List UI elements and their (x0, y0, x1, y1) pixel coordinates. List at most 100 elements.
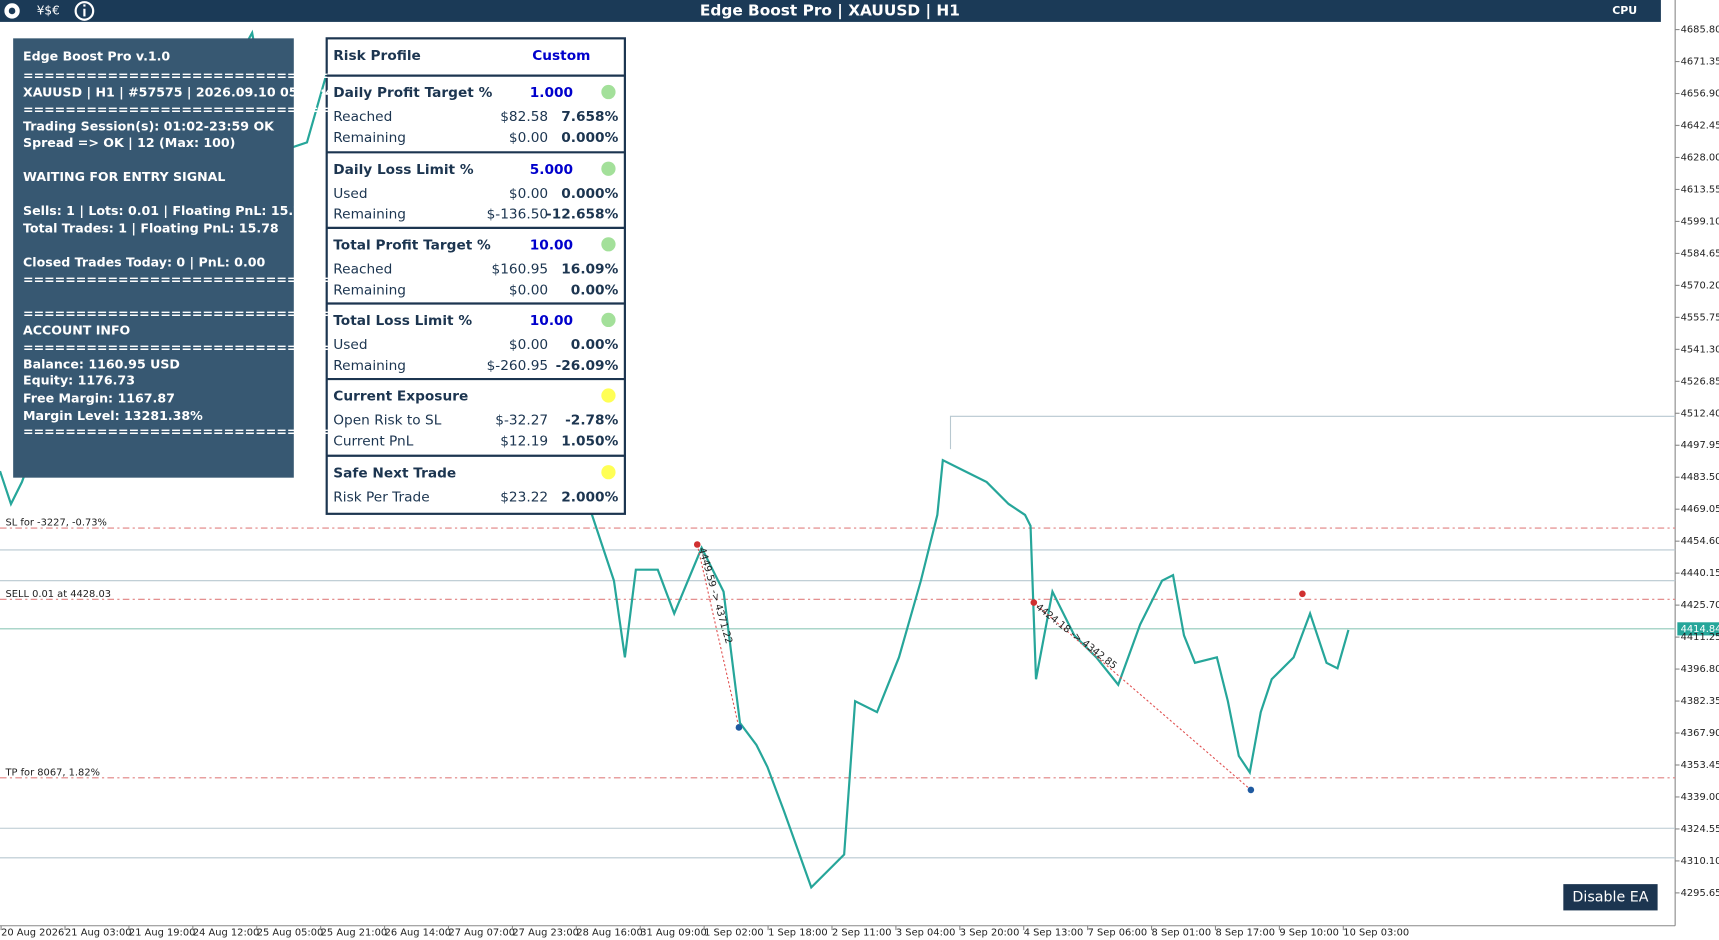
row-label: Risk Per Trade (333, 489, 429, 505)
settings-icon[interactable] (4, 3, 20, 19)
row-percent: 0.000% (561, 130, 618, 146)
price-label: 4353.45 (1681, 760, 1719, 771)
time-label: 7 Sep 06:00 (1088, 927, 1148, 938)
exit-marker (1247, 786, 1255, 794)
info-line: Margin Level: 13281.38% (23, 408, 203, 423)
price-label: 4671.35 (1681, 57, 1719, 68)
price-label: 4324.55 (1681, 824, 1719, 835)
button-bg[interactable] (1563, 884, 1658, 911)
time-label: 27 Aug 23:00 (512, 927, 579, 938)
row-label: Remaining (333, 130, 406, 146)
row-amount: $0.00 (509, 130, 548, 146)
section-title: Daily Loss Limit % (333, 162, 474, 178)
top-bar (0, 0, 1661, 22)
disable-ea-button[interactable]: Disable EA (1563, 884, 1658, 911)
level-label: SL for -3227, -0.73% (5, 518, 106, 529)
row-amount: $0.00 (509, 282, 548, 298)
section-title: Safe Next Trade (333, 465, 456, 481)
exit-marker (735, 724, 743, 731)
row-amount: $82.58 (500, 109, 548, 125)
status-indicator (601, 388, 616, 403)
section-title: Total Profit Target % (333, 237, 491, 253)
info-line: Edge Boost Pro v.1.0 (23, 48, 170, 63)
row-percent: 7.658% (561, 109, 618, 125)
price-label: 4526.85 (1681, 376, 1719, 387)
price-label: 4628.00 (1681, 152, 1719, 163)
row-amount: $12.19 (500, 434, 548, 450)
price-label: 4469.05 (1681, 504, 1719, 515)
time-label: 3 Sep 04:00 (896, 927, 956, 938)
info-line: ============================== (23, 272, 340, 287)
time-label: 25 Aug 21:00 (321, 927, 388, 938)
row-amount: $160.95 (492, 262, 549, 278)
time-label: 31 Aug 09:00 (640, 927, 707, 938)
row-percent: -12.658% (546, 207, 619, 223)
trade-line (696, 544, 740, 728)
info-line: WAITING FOR ENTRY SIGNAL (23, 169, 225, 184)
price-label: 4440.15 (1681, 568, 1719, 579)
time-label: 8 Sep 01:00 (1152, 927, 1212, 938)
price-label: 4425.70 (1681, 600, 1719, 611)
status-indicator (601, 84, 616, 100)
risk-panel (325, 37, 626, 515)
level-label: SELL 0.01 at 4428.03 (5, 589, 111, 600)
row-percent: -26.09% (556, 358, 619, 374)
row-amount: $0.00 (509, 337, 548, 353)
risk-profile: Custom (532, 48, 590, 64)
section-value: 5.000 (530, 162, 573, 178)
time-label: 2 Sep 11:00 (832, 927, 892, 938)
time-label: 28 Aug 16:00 (576, 927, 643, 938)
time-label: 4 Sep 13:00 (1024, 927, 1084, 938)
status-indicator (601, 465, 616, 480)
time-label: 1 Sep 02:00 (704, 927, 764, 938)
row-label: Remaining (333, 358, 406, 374)
time-label: 8 Sep 17:00 (1215, 927, 1275, 938)
price-label: 4685.80 (1681, 25, 1719, 36)
window-title: Edge Boost Pro | XAUUSD | H1 (700, 1, 960, 20)
price-label: 4339.00 (1681, 792, 1719, 803)
row-percent: 16.09% (561, 262, 618, 278)
price-label: 4483.50 (1681, 472, 1719, 483)
price-label: 4497.95 (1681, 440, 1719, 451)
info-line: ============================== (23, 102, 340, 117)
row-label: Remaining (333, 207, 406, 223)
time-label: 24 Aug 12:00 (193, 927, 260, 938)
row-percent: -2.78% (565, 413, 618, 429)
price-label: 4584.65 (1681, 248, 1719, 259)
time-label: 25 Aug 05:00 (257, 927, 324, 938)
info-line: ACCOUNT INFO (23, 322, 131, 337)
row-label: Current PnL (333, 434, 413, 450)
price-label: 4599.10 (1681, 216, 1719, 227)
currency-icon[interactable]: ¥$€ (37, 3, 60, 17)
info-line: Free Margin: 1167.87 (23, 390, 175, 405)
price-label: 4642.45 (1681, 121, 1719, 132)
info-line: ============================== (23, 340, 340, 355)
time-label: 27 Aug 07:00 (448, 927, 515, 938)
price-label: 4541.30 (1681, 344, 1719, 355)
row-percent: 0.00% (571, 282, 619, 298)
level-line (949, 415, 1676, 450)
price-label: 4555.75 (1681, 312, 1719, 323)
trade-label: 4449.59 -> 4371.22 (696, 546, 734, 645)
info-line: Closed Trades Today: 0 | PnL: 0.00 (23, 254, 265, 269)
info-icon[interactable] (74, 1, 95, 21)
row-percent: 0.000% (561, 186, 618, 202)
row-label: Open Risk to SL (333, 413, 441, 429)
row-amount: $-32.27 (495, 413, 548, 429)
row-percent: 0.00% (571, 337, 619, 353)
price-label: 4570.20 (1681, 280, 1719, 291)
section-title: Current Exposure (333, 389, 468, 405)
info-panel (13, 38, 294, 478)
status-indicator (601, 312, 616, 328)
price-label: 4396.80 (1681, 664, 1719, 675)
time-label: 9 Sep 10:00 (1279, 927, 1339, 938)
info-line: Total Trades: 1 | Floating PnL: 15.78 (23, 220, 279, 235)
entry-marker (1030, 599, 1038, 606)
row-label: Remaining (333, 282, 406, 298)
section-value: 10.00 (530, 313, 573, 329)
info-line: ============================== (23, 306, 340, 321)
info-line: Spread => OK | 12 (Max: 100) (23, 135, 235, 150)
button-label[interactable]: Disable EA (1572, 889, 1648, 905)
price-label: 4367.90 (1681, 728, 1719, 739)
